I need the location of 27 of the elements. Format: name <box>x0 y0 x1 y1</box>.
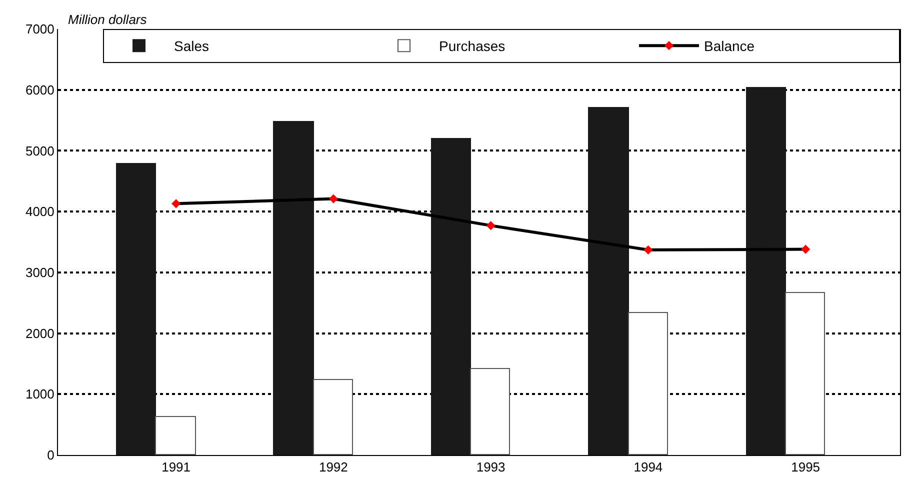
y-axis-title: Million dollars <box>68 12 148 27</box>
y-tick-label: 1000 <box>25 386 54 402</box>
bar <box>588 107 629 455</box>
bar <box>628 312 668 455</box>
legend-label: Purchases <box>439 38 506 54</box>
x-tick-label: 1992 <box>318 460 348 475</box>
legend-label: Balance <box>704 38 755 54</box>
y-tick-label: 0 <box>47 448 54 463</box>
bar <box>470 368 510 455</box>
bar <box>746 87 786 455</box>
x-tick-label: 1991 <box>162 460 190 475</box>
x-tick-label: 1993 <box>476 460 506 475</box>
y-tick-label: 5000 <box>25 143 54 158</box>
bar <box>431 138 471 455</box>
y-tick-label: 7000 <box>25 22 54 37</box>
y-tick-label: 4000 <box>25 204 54 220</box>
bar <box>313 379 353 455</box>
bar <box>116 163 156 455</box>
y-tick-label: 2000 <box>25 326 54 341</box>
bar <box>273 121 314 455</box>
bar <box>785 292 825 455</box>
y-tick-label: 3000 <box>25 264 54 280</box>
legend-label: Sales <box>174 38 210 54</box>
y-tick-label: 6000 <box>25 82 54 98</box>
x-tick-label: 1995 <box>791 460 820 475</box>
bar <box>155 416 196 455</box>
x-tick-label: 1994 <box>634 460 663 475</box>
